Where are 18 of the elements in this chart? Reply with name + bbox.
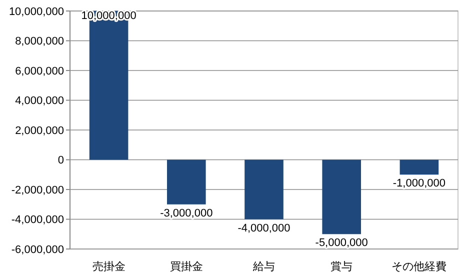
y-tick-label: 8,000,000 bbox=[15, 36, 64, 48]
data-label: -1,000,000 bbox=[392, 178, 446, 190]
y-tick-label: 4,000,000 bbox=[15, 95, 64, 108]
x-tick-label: 売掛金 bbox=[92, 260, 126, 273]
y-tick-label: -2,000,000 bbox=[11, 184, 64, 196]
y-tick-label: -4,000,000 bbox=[11, 214, 64, 226]
y-tick-label: 10,000,000 bbox=[8, 6, 64, 18]
data-label: -4,000,000 bbox=[238, 222, 290, 234]
y-tick-label: 2,000,000 bbox=[15, 124, 64, 137]
x-tick-label: 給与 bbox=[252, 260, 275, 273]
x-tick-label: 賞与 bbox=[330, 260, 353, 273]
y-tick-label: 0 bbox=[58, 154, 64, 167]
data-label: -3,000,000 bbox=[160, 207, 213, 220]
x-tick-label: その他経費 bbox=[392, 260, 447, 273]
data-label: -5,000,000 bbox=[315, 237, 368, 250]
x-tick-label: 買掛金 bbox=[170, 260, 203, 273]
y-tick-label: 6,000,000 bbox=[15, 65, 64, 78]
y-tick-label: -6,000,000 bbox=[11, 244, 64, 256]
